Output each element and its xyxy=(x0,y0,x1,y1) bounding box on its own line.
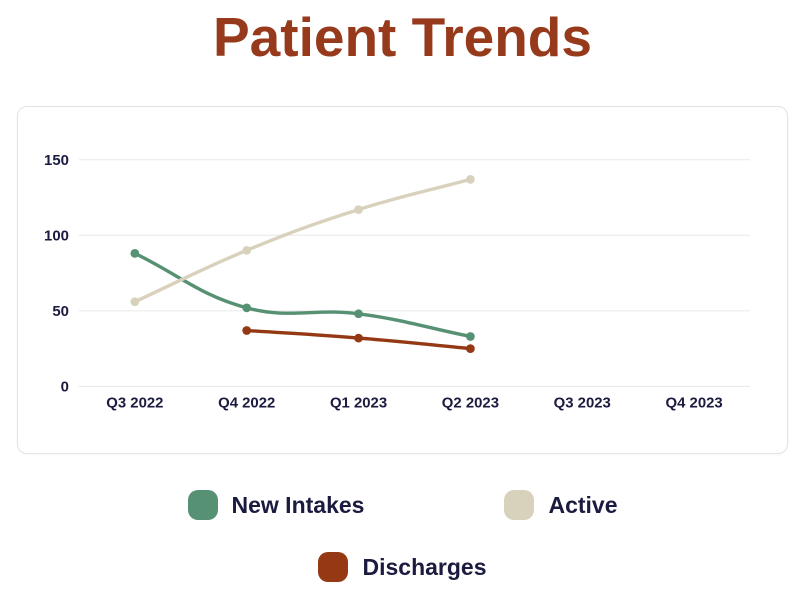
chart-card: 0 50 100 150 Q3 2022 Q4 2022 Q1 2023 Q2 2023 Q3 … xyxy=(17,106,788,454)
x-axis-tick-label: Q3 2022 xyxy=(106,395,163,411)
data-point-new-intakes xyxy=(466,332,475,341)
data-point-active xyxy=(130,297,140,307)
y-axis-tick-label: 150 xyxy=(44,153,69,169)
data-point-active xyxy=(242,245,252,255)
data-point-active xyxy=(466,175,475,184)
legend-swatch-new-intakes xyxy=(187,490,218,520)
legend-swatch-active xyxy=(504,490,535,520)
data-point-discharges xyxy=(242,326,252,335)
data-point-new-intakes xyxy=(130,248,140,258)
page-title: Patient Trends xyxy=(213,6,592,68)
x-axis-tick-label: Q4 2023 xyxy=(666,395,723,411)
legend-label: Active xyxy=(548,491,618,518)
trend-line-chart: 0 50 100 150 Q3 2022 Q4 2022 Q1 2023 Q2 2023 Q3 … xyxy=(44,153,750,411)
data-point-new-intakes xyxy=(354,309,363,319)
x-axis-tick-label: Q3 2023 xyxy=(554,395,611,411)
x-axis-tick-label: Q2 2023 xyxy=(442,395,499,411)
legend-item-active[interactable]: Active xyxy=(504,490,618,520)
data-point-discharges xyxy=(466,344,475,353)
legend-item-new-intakes[interactable]: New Intakes xyxy=(187,490,365,520)
patient-trends-page: Patient Trends 0 50 100 150 Q3 2022 Q4 2022 Q1… xyxy=(0,6,805,582)
series-line-active xyxy=(133,177,473,304)
y-axis-tick-label: 50 xyxy=(52,304,69,320)
legend-item-discharges[interactable]: Discharges xyxy=(318,552,487,582)
data-point-discharges xyxy=(354,333,363,343)
y-axis-tick-label: 100 xyxy=(44,228,69,244)
legend-label: New Intakes xyxy=(231,491,365,518)
legend-label: Discharges xyxy=(362,553,487,580)
legend-swatch-discharges xyxy=(318,552,349,582)
chart-legend: New Intakes Active Discharges xyxy=(0,490,805,582)
series-line-new-intakes xyxy=(133,251,473,339)
x-axis-tick-label: Q4 2022 xyxy=(218,395,275,411)
x-axis-tick-label: Q1 2023 xyxy=(330,395,387,411)
y-axis-tick-label: 0 xyxy=(61,380,69,396)
data-point-active xyxy=(354,205,363,214)
data-point-new-intakes xyxy=(242,303,252,313)
